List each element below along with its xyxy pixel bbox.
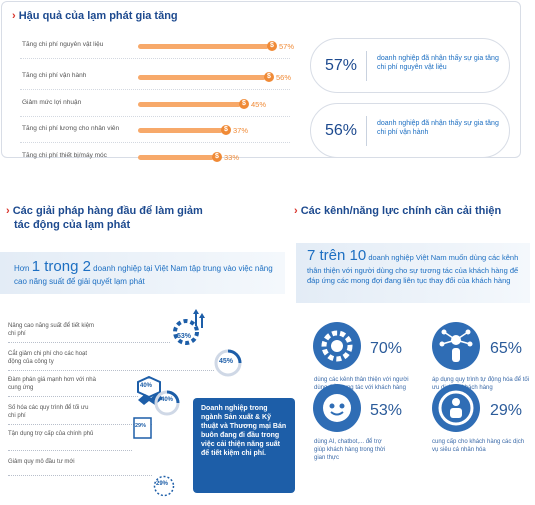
bar-value: 37% (233, 126, 249, 135)
card-desc-4: cung cấp cho khách hàng các dịch vụ siêu… (432, 439, 525, 454)
solution-label: Giảm quy mô đầu tư mới (8, 459, 75, 465)
bar-fill (138, 75, 266, 80)
card-pct-2: 65% (490, 340, 523, 357)
solutions-header: › Các giải pháp hàng đầu để làm giảm tác… (6, 205, 246, 233)
solution-label: Nâng cao năng suất để tiết kiệm chi phí (8, 323, 95, 338)
bar-fill (138, 102, 241, 107)
cost-cut-pie-icon (214, 349, 242, 377)
bar-value: 57% (279, 42, 295, 51)
dollar-icon: $ (264, 72, 274, 82)
dollar-icon: $ (267, 41, 277, 51)
card-pct-1: 70% (370, 340, 403, 357)
stat-value: 57% (325, 57, 358, 74)
dotted-leader (8, 342, 170, 343)
solution-label: Số hóa các quy trình để tối ưu chi phí (8, 405, 89, 420)
solution-label: Cắt giảm chi phí cho các hoạt động của c… (8, 351, 88, 366)
bar-label: Tăng chi phí nguyên vật liệu (22, 41, 104, 48)
bar-fill (138, 44, 269, 49)
dotted-leader (8, 475, 152, 476)
solution-pct-3: 40% (140, 383, 153, 389)
consequences-title: Hậu quả của lạm phát gia tăng (18, 10, 178, 22)
stat-card-2: 56% doanh nghiệp đã nhận thấy sự gia tăn… (310, 103, 510, 158)
intro-text: doanh nghiệp tại Việt Nam tập trung vào … (14, 264, 273, 287)
gear-icon (313, 322, 361, 370)
consequences-panel (1, 1, 521, 158)
stat-text: doanh nghiệp đã nhận thấy sự gia tăng ch… (377, 120, 499, 137)
chevron-right-icon: › (12, 10, 16, 22)
dotted-leader (8, 450, 132, 451)
bar-fill (138, 128, 223, 133)
callout-text: Doanh nghiệp trong ngành Sản xuất & Kỹ t… (201, 405, 287, 458)
card-pct-3: 53% (370, 402, 403, 419)
dotted-leader (8, 396, 138, 397)
personalization-icon (432, 384, 480, 432)
chevron-right-icon: › (294, 205, 298, 217)
channels-intro: 7 trên 10 doanh nghiệp Việt Nam muốn dùn… (307, 246, 526, 287)
row-separator (20, 116, 290, 117)
bar-label: Tăng chi phí lương cho nhân viên (22, 125, 120, 132)
stat-value: 56% (325, 122, 358, 139)
card-pct-4: 29% (490, 402, 523, 419)
row-separator (20, 89, 290, 90)
dollar-icon: $ (221, 125, 231, 135)
productivity-gear-icon (173, 309, 205, 345)
card-desc-3: dùng AI, chatbot,... để trợ giúp khách h… (314, 439, 386, 462)
bar-value: 56% (276, 73, 292, 82)
divider (366, 116, 367, 146)
stat-text: doanh nghiệp đã nhận thấy sự gia tăng ch… (377, 55, 499, 72)
digitize-gear-icon (154, 390, 180, 416)
bar-label: Tăng chi phí vận hành (22, 72, 87, 79)
dotted-leader (8, 370, 214, 371)
channels-intro-band (296, 243, 530, 303)
dotted-leader (8, 424, 152, 425)
solutions-title-line1: Các giải pháp hàng đầu để làm giảm (12, 205, 203, 217)
channels-title: Các kênh/năng lực chính cần cải thiện (300, 205, 502, 217)
bar-value: 45% (251, 100, 267, 109)
callout-box: Doanh nghiệp trong ngành Sản xuất & Kỹ t… (193, 398, 295, 493)
chatbot-icon (313, 384, 361, 432)
solution-pct-4: 40% (161, 397, 174, 403)
solutions-intro-band (0, 252, 285, 294)
bar-fill (138, 155, 214, 160)
row-separator (20, 142, 290, 143)
bar-label: Tăng chi phí thiết bị/máy móc (22, 152, 107, 159)
solution-label: Đàm phán giá mạnh hơn với nhà cung ứng (8, 377, 96, 392)
card-desc-1: dùng các kênh thân thiện với người dùng … (314, 377, 409, 392)
bar-value: 33% (224, 153, 240, 162)
bar-label: Giảm mức lợi nhuận (22, 99, 82, 106)
automation-hand-icon (432, 322, 480, 370)
solutions-title-line2: tác động của lạm phát (14, 218, 131, 231)
row-separator (20, 58, 290, 59)
subsidy-document-icon (133, 417, 152, 439)
dollar-icon: $ (212, 152, 222, 162)
channels-header: › Các kênh/năng lực chính cần cải thiện (294, 205, 501, 217)
solution-pct-6: 29% (156, 481, 169, 487)
solution-label: Tận dụng trợ cấp của chính phủ (8, 431, 94, 437)
stat-card-1: 57% doanh nghiệp đã nhận thấy sự gia tăn… (310, 38, 510, 93)
dollar-icon: $ (239, 99, 249, 109)
solution-pct-5: 29% (135, 423, 147, 429)
intro-text: doanh nghiệp Việt Nam muốn dùng các kênh… (307, 253, 519, 286)
investment-dashed-circle-icon (153, 475, 175, 497)
intro-prefix: Hơn (14, 264, 30, 273)
intro-highlight: 7 trên 10 (307, 247, 367, 264)
solutions-intro: Hơn 1 trong 2 doanh nghiệp tại Việt Nam … (14, 257, 276, 288)
solution-pct-2: 45% (219, 358, 234, 365)
consequences-header: › Hậu quả của lạm phát gia tăng (12, 10, 178, 22)
solution-pct-1: 53% (177, 333, 192, 340)
intro-highlight: 1 trong 2 (31, 258, 91, 275)
chevron-right-icon: › (6, 205, 10, 217)
divider (366, 51, 367, 81)
